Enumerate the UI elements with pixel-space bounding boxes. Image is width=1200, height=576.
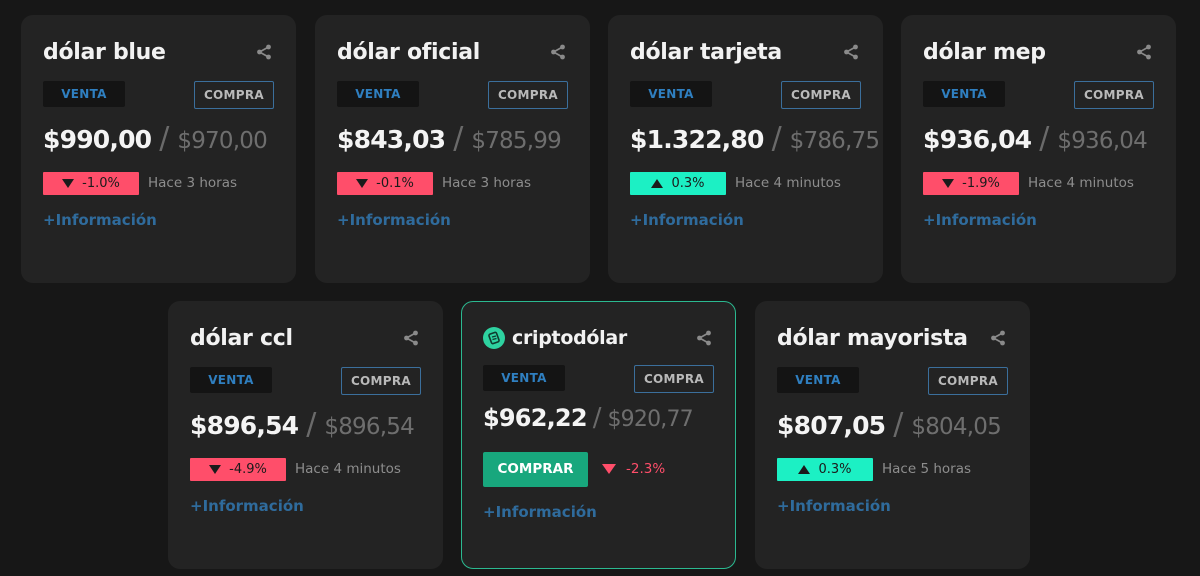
more-info-link[interactable]: +Información [777, 497, 891, 515]
share-icon[interactable] [841, 42, 861, 62]
price-venta: $843,03 [337, 125, 446, 154]
crypto-logo-icon [483, 327, 505, 349]
more-info-link[interactable]: +Información [190, 497, 304, 515]
updated-time: Hace 4 minutos [295, 461, 401, 477]
compra-tag[interactable]: COMPRA [634, 365, 714, 393]
change-badge: -1.9% [923, 171, 1019, 195]
price-divider: / [1039, 121, 1050, 156]
share-icon[interactable] [254, 42, 274, 62]
card-dolar-blue: dólar blue VENTA COMPRA $990,00 / $970,0… [21, 15, 296, 283]
more-info-link[interactable]: +Información [923, 211, 1037, 229]
triangle-down-icon [209, 464, 222, 474]
card-dolar-oficial: dólar oficial VENTA COMPRA $843,03 / $78… [315, 15, 590, 283]
updated-time: Hace 3 horas [148, 175, 237, 191]
triangle-down-icon [602, 464, 616, 474]
price-compra: $970,00 [177, 128, 267, 154]
venta-tag: VENTA [190, 367, 272, 393]
price-compra: $785,99 [471, 128, 561, 154]
change-badge: -1.0% [43, 171, 139, 195]
venta-tag: VENTA [337, 81, 419, 107]
card-title: dólar blue [43, 39, 166, 65]
price-venta: $990,00 [43, 125, 152, 154]
more-info-link[interactable]: +Información [43, 211, 157, 229]
card-title: dólar ccl [190, 325, 293, 351]
more-info-link[interactable]: +Información [630, 211, 744, 229]
venta-tag: VENTA [43, 81, 125, 107]
card-dolar-tarjeta: dólar tarjeta VENTA COMPRA $1.322,80 / $… [608, 15, 883, 283]
triangle-down-icon [356, 178, 369, 188]
compra-tag[interactable]: COMPRA [488, 81, 568, 109]
more-info-link[interactable]: +Información [337, 211, 451, 229]
triangle-up-icon [651, 178, 664, 188]
price-divider: / [893, 407, 904, 442]
change-badge: -4.9% [190, 457, 286, 481]
card-dolar-mep: dólar mep VENTA COMPRA $936,04 / $936,04… [901, 15, 1176, 283]
triangle-down-icon [62, 178, 75, 188]
card-title: dólar mayorista [777, 325, 968, 351]
card-dolar-mayorista: dólar mayorista VENTA COMPRA $807,05 / $… [755, 301, 1030, 569]
card-title: dólar tarjeta [630, 39, 782, 65]
triangle-down-icon [942, 178, 955, 188]
card-criptodolar: criptodólar VENTA COMPRA $962,22 / $920,… [461, 301, 736, 569]
venta-tag: VENTA [923, 81, 1005, 107]
card-title: criptodólar [512, 327, 627, 349]
price-divider: / [592, 403, 602, 433]
change-badge: -0.1% [337, 171, 433, 195]
share-icon[interactable] [548, 42, 568, 62]
share-icon[interactable] [694, 328, 714, 348]
price-compra: $896,54 [324, 414, 414, 440]
price-venta: $807,05 [777, 411, 886, 440]
price-venta: $1.322,80 [630, 125, 764, 154]
share-icon[interactable] [401, 328, 421, 348]
buy-button[interactable]: COMPRAR [483, 451, 588, 487]
triangle-up-icon [798, 464, 811, 474]
price-compra: $786,75 [789, 128, 880, 154]
change-value: -1.9% [962, 175, 1000, 191]
share-icon[interactable] [1134, 42, 1154, 62]
updated-time: Hace 3 horas [442, 175, 531, 191]
price-divider: / [159, 121, 170, 156]
compra-tag[interactable]: COMPRA [194, 81, 274, 109]
price-compra: $804,05 [911, 414, 1001, 440]
price-venta: $936,04 [923, 125, 1032, 154]
change-value: 0.3% [818, 461, 852, 477]
change-value: -4.9% [229, 461, 267, 477]
more-info-link[interactable]: +Información [483, 503, 597, 521]
price-divider: / [306, 407, 317, 442]
change-badge: 0.3% [777, 457, 873, 481]
venta-tag: VENTA [630, 81, 712, 107]
compra-tag[interactable]: COMPRA [1074, 81, 1154, 109]
venta-tag: VENTA [483, 365, 565, 391]
compra-tag[interactable]: COMPRA [781, 81, 861, 109]
change-indicator: -2.3% [602, 461, 665, 477]
price-divider: / [771, 121, 782, 156]
venta-tag: VENTA [777, 367, 859, 393]
card-title: dólar oficial [337, 39, 481, 65]
price-compra: $920,77 [607, 407, 693, 432]
price-venta: $896,54 [190, 411, 299, 440]
price-venta: $962,22 [483, 404, 588, 432]
updated-time: Hace 4 minutos [1028, 175, 1134, 191]
compra-tag[interactable]: COMPRA [341, 367, 421, 395]
compra-tag[interactable]: COMPRA [928, 367, 1008, 395]
updated-time: Hace 5 horas [882, 461, 971, 477]
change-value: -2.3% [626, 461, 666, 477]
share-icon[interactable] [988, 328, 1008, 348]
change-value: -1.0% [82, 175, 120, 191]
change-value: -0.1% [376, 175, 414, 191]
updated-time: Hace 4 minutos [735, 175, 841, 191]
price-compra: $936,04 [1057, 128, 1147, 154]
card-dolar-ccl: dólar ccl VENTA COMPRA $896,54 / $896,54… [168, 301, 443, 569]
card-title: dólar mep [923, 39, 1046, 65]
change-value: 0.3% [671, 175, 705, 191]
change-badge: 0.3% [630, 171, 726, 195]
price-divider: / [453, 121, 464, 156]
